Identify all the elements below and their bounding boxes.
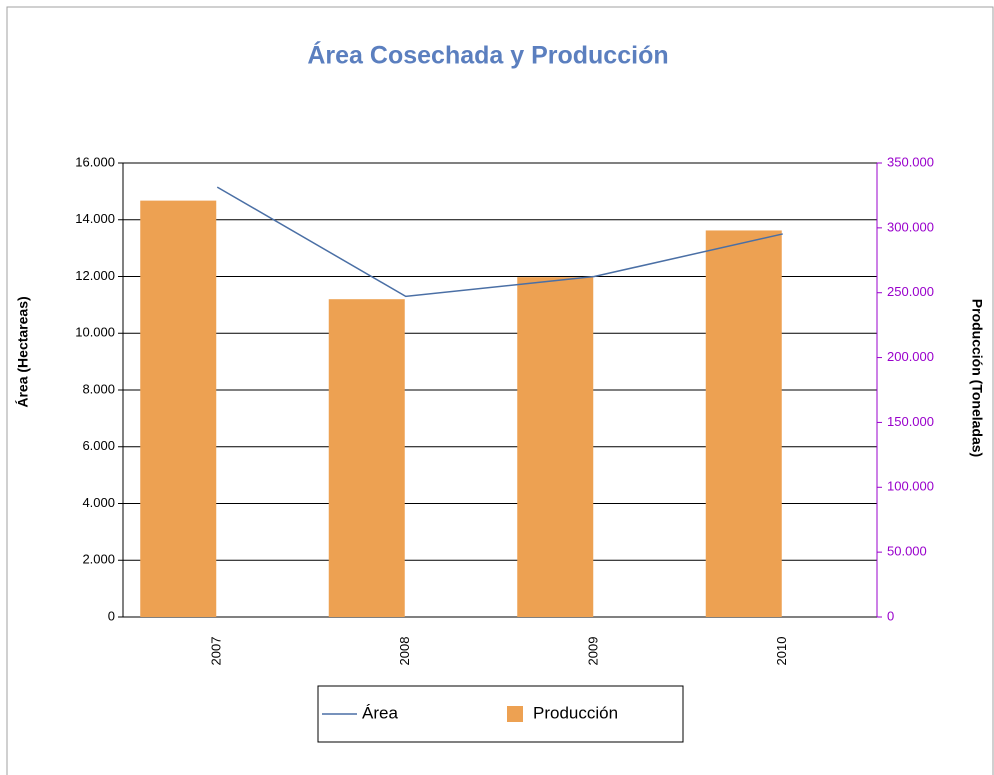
y2-tick-label: 50.000 — [887, 544, 927, 559]
x-tick-label: 2008 — [397, 637, 412, 666]
y-tick-label: 8.000 — [82, 381, 115, 396]
y-tick-label: 2.000 — [82, 552, 115, 567]
legend-label: Producción — [533, 703, 618, 722]
y-tick-label: 0 — [108, 608, 115, 623]
x-tick-label: 2010 — [774, 637, 789, 666]
line — [216, 186, 783, 298]
chart-title: Área Cosechada y Producción — [307, 41, 668, 70]
bar — [517, 277, 594, 617]
y2-tick-label: 200.000 — [887, 349, 934, 364]
y-tick-label: 6.000 — [82, 438, 115, 453]
bar — [705, 230, 782, 618]
y2-tick-label: 300.000 — [887, 219, 934, 234]
y2-tick-label: 0 — [887, 608, 894, 623]
y2-tick-label: 100.000 — [887, 479, 934, 494]
y-tick-label: 16.000 — [75, 154, 115, 169]
y-tick-label: 12.000 — [75, 268, 115, 283]
legend-box — [317, 685, 684, 743]
y-tick-label: 4.000 — [82, 495, 115, 510]
x-tick-label: 2009 — [586, 637, 601, 666]
x-tick-label: 2007 — [209, 637, 224, 666]
y-tick-label: 10.000 — [75, 325, 115, 340]
y2-axis-title: Producción (Toneladas) — [969, 299, 985, 457]
y2-tick-label: 350.000 — [887, 154, 934, 169]
bar — [328, 299, 405, 617]
y2-tick-label: 150.000 — [887, 414, 934, 429]
y-axis-title: Área (Hectareas) — [15, 296, 31, 407]
bar — [140, 200, 217, 618]
legend-label: Área — [362, 703, 398, 722]
y2-tick-label: 250.000 — [887, 284, 934, 299]
legend-swatch — [507, 706, 523, 722]
y-tick-label: 14.000 — [75, 211, 115, 226]
